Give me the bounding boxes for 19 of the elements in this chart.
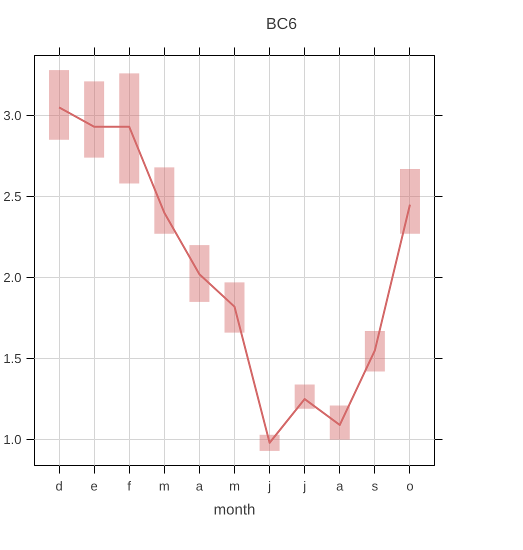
x-tick-label: j bbox=[302, 478, 306, 494]
text: BC6 bbox=[266, 16, 298, 34]
x-tick-label: o bbox=[406, 478, 414, 494]
y-tick-label: 2.5 bbox=[3, 188, 22, 204]
x-tick-label: m bbox=[158, 478, 170, 494]
x-tick-label: a bbox=[196, 478, 204, 494]
x-tick-label: j bbox=[267, 478, 272, 494]
line-series bbox=[58, 106, 411, 444]
x-tick-label: m bbox=[229, 478, 240, 494]
x-tick-label: e bbox=[90, 478, 98, 494]
y-tick-label: 1.5 bbox=[3, 351, 22, 366]
x-axis-title: month bbox=[214, 502, 256, 518]
y-tick-label: 2.0 bbox=[3, 270, 22, 286]
x-tick-label: d bbox=[55, 478, 63, 494]
x-tick-label: s bbox=[372, 478, 379, 494]
y-tick-label: 3.0 bbox=[3, 108, 22, 123]
x-tick-label: f bbox=[127, 478, 132, 494]
x-tick-label: a bbox=[336, 478, 344, 494]
y-tick-label: 1.0 bbox=[3, 432, 22, 448]
